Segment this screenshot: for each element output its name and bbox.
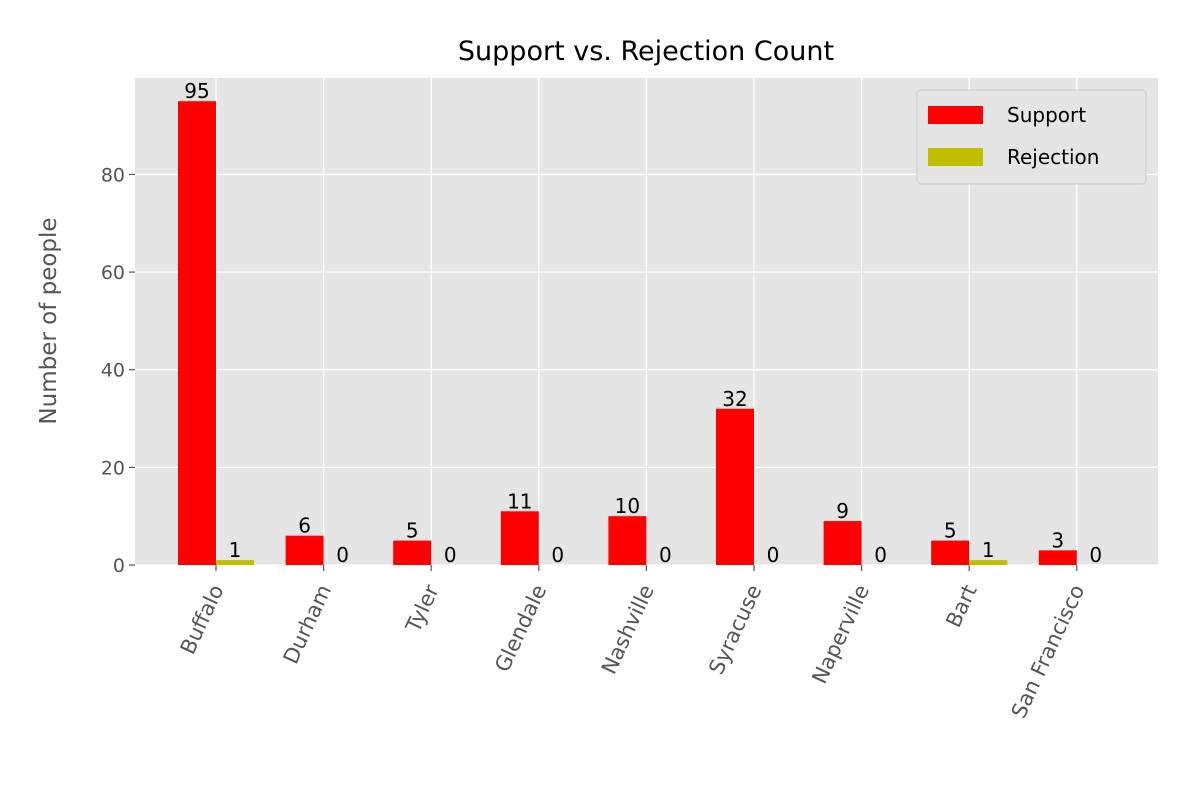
chart-title: Support vs. Rejection Count	[458, 36, 834, 67]
bar-support	[178, 101, 216, 565]
y-tick-label: 20	[101, 457, 125, 479]
data-label-rejection: 0	[336, 543, 349, 567]
legend-label-rejection: Rejection	[1007, 145, 1099, 169]
data-label-rejection: 1	[229, 538, 242, 562]
x-tick-label: Nashville	[597, 581, 659, 678]
bar-support	[285, 535, 324, 565]
legend-label-support: Support	[1007, 103, 1086, 127]
data-label-rejection: 0	[767, 543, 780, 567]
data-label-support: 6	[298, 514, 311, 538]
bar-support	[500, 511, 539, 565]
data-label-support: 5	[944, 519, 957, 543]
data-label-rejection: 0	[551, 543, 564, 567]
data-label-support: 95	[184, 79, 209, 103]
data-label-support: 11	[507, 489, 532, 513]
y-axis-ticks: 0 20 40 60 80	[101, 164, 135, 577]
y-tick-label: 60	[101, 262, 125, 284]
x-tick-label: Bart	[941, 581, 981, 631]
x-tick-label: Naperville	[807, 581, 874, 687]
bar-support	[931, 540, 970, 565]
y-tick-label: 80	[101, 164, 125, 186]
legend-swatch-rejection	[928, 148, 983, 166]
data-label-support: 10	[615, 494, 640, 518]
data-label-rejection: 0	[874, 543, 887, 567]
x-tick-label: Syracuse	[704, 581, 766, 678]
bar-support	[1038, 550, 1077, 565]
data-label-rejection: 0	[659, 543, 672, 567]
legend-swatch-support	[928, 106, 983, 124]
data-label-rejection: 0	[444, 543, 457, 567]
legend: Support Rejection	[916, 89, 1147, 185]
data-label-support: 32	[722, 387, 747, 411]
y-tick-label: 0	[113, 555, 125, 577]
bars	[178, 101, 1077, 565]
x-tick-label: Glendale	[490, 581, 551, 676]
x-tick-label: Buffalo	[176, 581, 229, 658]
data-label-rejection: 1	[982, 538, 995, 562]
bar-support	[716, 408, 754, 565]
data-label-support: 3	[1051, 528, 1064, 552]
x-tick-label: Durham	[279, 581, 336, 668]
bar-support	[393, 540, 432, 565]
x-tick-label: San Francisco	[1007, 581, 1090, 722]
x-axis-ticks: Buffalo Durham Tyler Glendale Nashville Syrac…	[176, 565, 1090, 722]
data-label-support: 9	[836, 499, 849, 523]
data-label-support: 5	[406, 519, 419, 543]
bar-support	[608, 516, 647, 565]
x-tick-label: Tyler	[401, 581, 444, 637]
y-axis-label: Number of people	[36, 217, 62, 424]
data-label-rejection: 0	[1089, 543, 1102, 567]
bar-rejection	[969, 560, 1008, 565]
bar-rejection	[216, 560, 254, 565]
bar-support	[823, 521, 862, 565]
y-tick-label: 40	[101, 360, 125, 382]
